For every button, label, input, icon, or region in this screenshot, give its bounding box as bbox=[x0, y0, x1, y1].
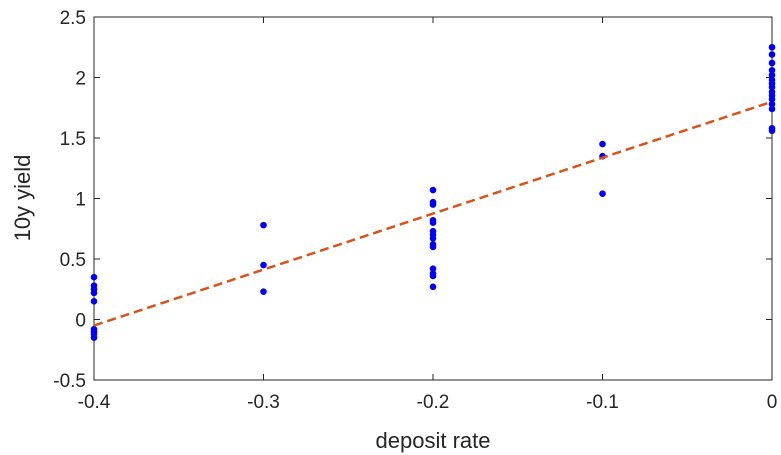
point bbox=[429, 265, 437, 272]
point bbox=[429, 201, 437, 208]
point bbox=[90, 334, 98, 341]
point bbox=[260, 261, 267, 269]
point bbox=[768, 59, 776, 67]
point bbox=[260, 221, 267, 229]
point bbox=[90, 289, 98, 297]
point bbox=[260, 288, 267, 295]
y-tick-label: -0.5 bbox=[53, 371, 86, 392]
y-tick-label: 2.5 bbox=[60, 8, 86, 29]
y-tick-label: 2 bbox=[75, 69, 86, 90]
point bbox=[90, 298, 98, 305]
y-tick-label: 0 bbox=[75, 311, 86, 332]
point bbox=[768, 83, 776, 91]
point bbox=[768, 105, 776, 113]
fit-line bbox=[93, 100, 773, 327]
point bbox=[429, 235, 437, 242]
x-tick-label: -0.2 bbox=[417, 392, 450, 413]
point bbox=[429, 272, 437, 280]
point bbox=[768, 66, 776, 74]
point bbox=[768, 127, 776, 135]
y-tick-label: 1 bbox=[75, 190, 86, 211]
point bbox=[768, 95, 776, 103]
point bbox=[429, 219, 437, 226]
point bbox=[599, 190, 606, 197]
x-tick-label: -0.1 bbox=[586, 392, 619, 413]
x-tick-label: -0.3 bbox=[247, 392, 280, 413]
point bbox=[429, 283, 437, 291]
y-axis-label: 10y yield bbox=[10, 155, 35, 242]
point bbox=[429, 186, 437, 194]
point bbox=[768, 100, 776, 108]
point bbox=[768, 71, 776, 79]
plot-box bbox=[93, 16, 773, 381]
point bbox=[429, 243, 437, 251]
point bbox=[599, 140, 606, 148]
x-axis-label: deposit rate bbox=[376, 428, 491, 453]
point bbox=[768, 43, 776, 51]
point bbox=[768, 51, 776, 58]
point bbox=[90, 273, 98, 281]
x-tick-label: 0 bbox=[767, 392, 778, 413]
x-tick-label: -0.4 bbox=[78, 392, 111, 413]
y-tick-label: 1.5 bbox=[60, 129, 86, 150]
y-tick-label: 0.5 bbox=[60, 250, 86, 271]
